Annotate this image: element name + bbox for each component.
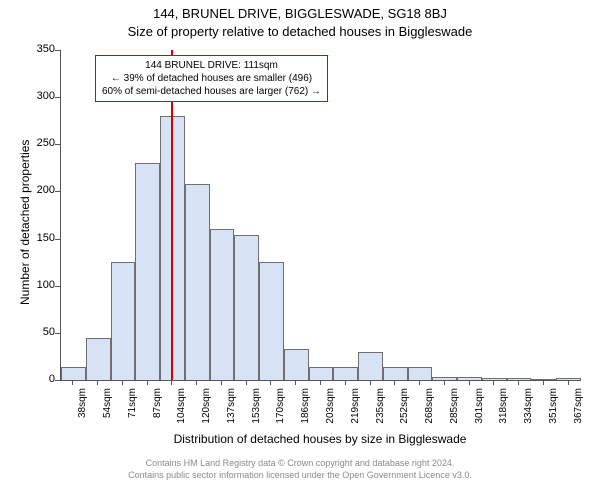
x-tick-label: 87sqm	[152, 388, 163, 438]
x-tick-label: 219sqm	[350, 388, 361, 438]
histogram-bar	[135, 163, 160, 380]
histogram-bar	[408, 367, 433, 380]
y-tick-label: 200	[25, 184, 55, 196]
y-tick-label: 50	[25, 326, 55, 338]
x-tick-mark	[419, 380, 420, 385]
x-tick-mark	[246, 380, 247, 385]
x-tick-mark	[469, 380, 470, 385]
y-tick-mark	[55, 97, 60, 98]
footer-text: Contains HM Land Registry data © Crown c…	[0, 458, 600, 481]
x-tick-mark	[568, 380, 569, 385]
x-tick-mark	[221, 380, 222, 385]
x-tick-label: 252sqm	[399, 388, 410, 438]
footer-line-1: Contains HM Land Registry data © Crown c…	[0, 458, 600, 470]
y-tick-label: 300	[25, 90, 55, 102]
x-tick-mark	[196, 380, 197, 385]
histogram-bar	[234, 235, 259, 380]
x-tick-mark	[171, 380, 172, 385]
y-tick-mark	[55, 144, 60, 145]
x-tick-label: 186sqm	[300, 388, 311, 438]
x-tick-label: 318sqm	[498, 388, 509, 438]
x-tick-label: 54sqm	[102, 388, 113, 438]
x-tick-mark	[444, 380, 445, 385]
x-tick-label: 170sqm	[275, 388, 286, 438]
x-tick-label: 334sqm	[523, 388, 534, 438]
y-tick-label: 0	[25, 373, 55, 385]
histogram-bar	[86, 338, 111, 380]
x-tick-mark	[370, 380, 371, 385]
histogram-bar	[284, 349, 309, 380]
histogram-bar	[111, 262, 136, 380]
y-tick-mark	[55, 239, 60, 240]
x-tick-mark	[72, 380, 73, 385]
x-tick-label: 104sqm	[176, 388, 187, 438]
x-tick-label: 301sqm	[474, 388, 485, 438]
x-tick-label: 38sqm	[77, 388, 88, 438]
x-tick-mark	[295, 380, 296, 385]
x-tick-label: 153sqm	[251, 388, 262, 438]
footer-line-2: Contains public sector information licen…	[0, 470, 600, 482]
y-tick-mark	[55, 50, 60, 51]
x-tick-label: 235sqm	[375, 388, 386, 438]
histogram-bar	[556, 378, 581, 380]
y-tick-label: 350	[25, 43, 55, 55]
x-tick-mark	[493, 380, 494, 385]
annotation-line-3: 60% of semi-detached houses are larger (…	[102, 85, 321, 98]
annotation-line-1: 144 BRUNEL DRIVE: 111sqm	[102, 59, 321, 72]
histogram-bar	[210, 229, 235, 380]
histogram-bar	[61, 367, 86, 380]
x-tick-mark	[320, 380, 321, 385]
histogram-bar	[358, 352, 383, 380]
histogram-bar	[432, 377, 457, 380]
histogram-bar	[383, 367, 408, 380]
y-tick-mark	[55, 286, 60, 287]
chart-title-main: 144, BRUNEL DRIVE, BIGGLESWADE, SG18 8BJ	[0, 6, 600, 21]
x-tick-label: 285sqm	[449, 388, 460, 438]
x-tick-mark	[518, 380, 519, 385]
histogram-bar	[185, 184, 210, 380]
y-tick-label: 100	[25, 279, 55, 291]
x-tick-mark	[543, 380, 544, 385]
x-tick-mark	[97, 380, 98, 385]
histogram-bar	[531, 379, 556, 380]
annotation-box: 144 BRUNEL DRIVE: 111sqm ← 39% of detach…	[95, 55, 328, 102]
x-tick-mark	[147, 380, 148, 385]
annotation-line-2: ← 39% of detached houses are smaller (49…	[102, 72, 321, 85]
x-tick-label: 351sqm	[548, 388, 559, 438]
chart-title-sub: Size of property relative to detached ho…	[0, 24, 600, 39]
y-tick-label: 150	[25, 232, 55, 244]
x-tick-label: 367sqm	[573, 388, 584, 438]
y-tick-label: 250	[25, 137, 55, 149]
x-tick-label: 203sqm	[325, 388, 336, 438]
x-tick-label: 71sqm	[127, 388, 138, 438]
x-tick-mark	[270, 380, 271, 385]
x-tick-label: 268sqm	[424, 388, 435, 438]
histogram-bar	[333, 367, 358, 380]
x-tick-label: 120sqm	[201, 388, 212, 438]
histogram-bar	[259, 262, 284, 380]
x-tick-label: 137sqm	[226, 388, 237, 438]
y-tick-mark	[55, 380, 60, 381]
chart-container: 144, BRUNEL DRIVE, BIGGLESWADE, SG18 8BJ…	[0, 0, 600, 500]
histogram-bar	[457, 377, 482, 380]
x-tick-mark	[345, 380, 346, 385]
x-tick-mark	[394, 380, 395, 385]
y-tick-mark	[55, 191, 60, 192]
y-tick-mark	[55, 333, 60, 334]
histogram-bar	[309, 367, 334, 380]
x-tick-mark	[122, 380, 123, 385]
